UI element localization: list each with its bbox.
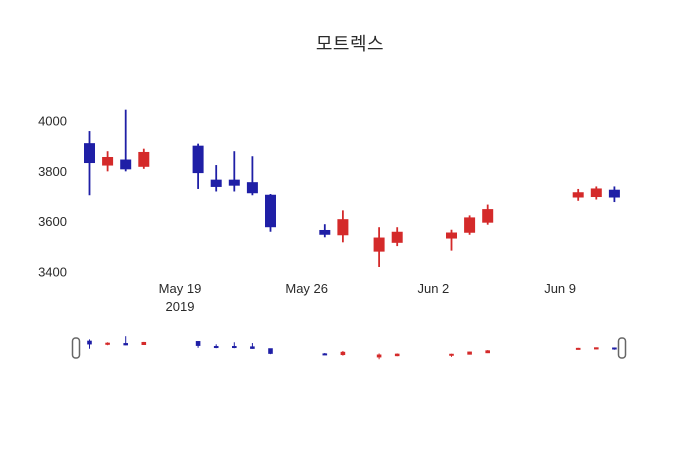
- range-slider-right-handle[interactable]: [617, 337, 627, 359]
- mini-candle-body: [612, 347, 617, 350]
- x-tick-year-label: 2019: [166, 299, 195, 314]
- y-axis: 4000 3800 3600 3400: [38, 114, 67, 280]
- mini-candle-body: [594, 347, 599, 350]
- mini-candle-body: [232, 346, 237, 349]
- candle-body[interactable]: [138, 151, 150, 167]
- candle-body[interactable]: [102, 156, 114, 166]
- range-slider[interactable]: [71, 336, 627, 360]
- mini-candle-body: [340, 351, 346, 356]
- candle-body[interactable]: [265, 194, 276, 228]
- candle-body[interactable]: [608, 189, 620, 198]
- mini-candle-body: [123, 343, 129, 346]
- mini-candle-body: [394, 353, 400, 357]
- candle-body[interactable]: [572, 192, 584, 198]
- candle-body[interactable]: [464, 217, 476, 233]
- mini-candle-body: [213, 346, 219, 349]
- mini-candle-body: [141, 341, 147, 345]
- y-tick-label: 3800: [38, 164, 67, 179]
- mini-candle-body: [485, 350, 490, 354]
- candle-body[interactable]: [319, 229, 331, 235]
- candle-body[interactable]: [391, 231, 403, 243]
- mini-candle-body: [322, 353, 328, 356]
- mini-candle-body: [195, 341, 201, 346]
- y-tick-label: 3400: [38, 265, 67, 280]
- mini-candle-body: [250, 346, 255, 349]
- chart-title: 모트렉스: [315, 34, 385, 54]
- mini-candle-body: [376, 354, 382, 358]
- range-slider-left-handle[interactable]: [71, 337, 81, 359]
- candle-body[interactable]: [373, 237, 385, 252]
- candle-body[interactable]: [337, 219, 349, 236]
- y-tick-label: 3600: [38, 214, 67, 229]
- mini-candle-body: [575, 347, 581, 350]
- x-tick-label: May 26: [285, 281, 328, 296]
- candle-body[interactable]: [210, 179, 222, 187]
- y-tick-label: 4000: [38, 114, 67, 129]
- candle-body[interactable]: [482, 209, 494, 223]
- mini-candle-body: [268, 348, 273, 354]
- candle-body[interactable]: [120, 159, 132, 170]
- mini-candle-body: [467, 351, 472, 355]
- mini-candle-body: [87, 340, 92, 345]
- x-tick-label: Jun 2: [417, 281, 449, 296]
- candles: [84, 109, 620, 267]
- mini-candle-body: [449, 353, 454, 356]
- candle-body[interactable]: [84, 143, 95, 164]
- candle-body[interactable]: [246, 182, 258, 194]
- x-axis: May 19 2019 May 26 Jun 2 Jun 9: [159, 281, 576, 314]
- candle-body[interactable]: [590, 188, 602, 198]
- x-tick-label: May 19: [159, 281, 202, 296]
- candle-body[interactable]: [192, 145, 204, 174]
- mini-candle-body: [105, 342, 110, 345]
- candle-body[interactable]: [446, 232, 457, 239]
- candle-body[interactable]: [228, 179, 240, 186]
- x-tick-label: Jun 9: [544, 281, 576, 296]
